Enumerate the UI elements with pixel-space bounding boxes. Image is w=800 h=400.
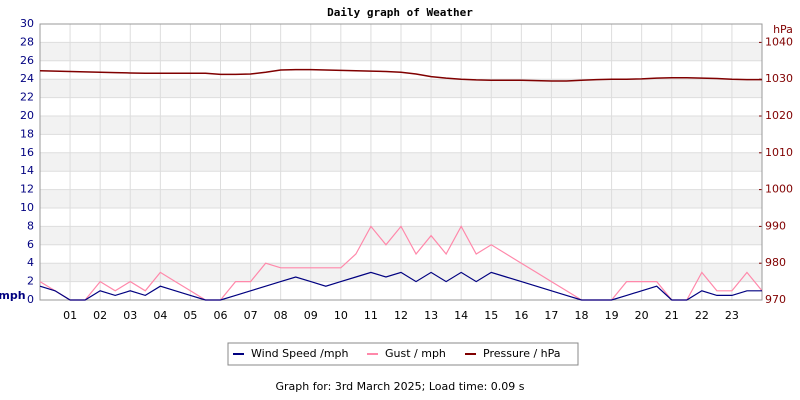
x-tick-label: 02 (93, 309, 107, 322)
y2-tick-label: 1020 (765, 109, 793, 122)
x-tick-label: 22 (695, 309, 709, 322)
plot-area (40, 23, 762, 301)
x-tick-label: 19 (605, 309, 619, 322)
footer: Graph for: 3rd March 2025; Load time: 0.… (275, 380, 524, 393)
x-tick-label: 16 (514, 309, 528, 322)
y2-axis-label: hPa (773, 23, 793, 36)
y-tick-label: 26 (20, 54, 34, 67)
x-tick-label: 06 (214, 309, 228, 322)
y-tick-label: 8 (27, 219, 34, 232)
x-tick-label: 18 (575, 309, 589, 322)
y-tick-label: 28 (20, 35, 34, 48)
y-tick-label: 18 (20, 127, 34, 140)
x-tick-label: 21 (665, 309, 679, 322)
y-tick-label: 16 (20, 146, 34, 159)
x-tick-label: 17 (544, 309, 558, 322)
y-tick-label: 30 (20, 17, 34, 30)
legend-label: Wind Speed /mph (251, 347, 349, 360)
x-tick-label: 07 (244, 309, 258, 322)
series-line (39, 271, 762, 301)
y-tick-label: 20 (20, 109, 34, 122)
x-tick-label: 09 (304, 309, 318, 322)
y-tick-label: 24 (20, 72, 34, 85)
y-tick-label: 22 (20, 91, 34, 104)
y2-tick-label: 970 (765, 293, 786, 306)
x-tick-label: 15 (484, 309, 498, 322)
legend-label: Gust / mph (385, 347, 446, 360)
legend-box (227, 342, 579, 366)
chart-title: Daily graph of Weather (327, 6, 473, 19)
y-tick-label: 4 (27, 256, 34, 269)
y-tick-label: 0 (27, 293, 34, 306)
y-tick-label: 10 (20, 201, 34, 214)
y-tick-label: 2 (27, 275, 34, 288)
x-tick-label: 23 (725, 309, 739, 322)
plot-border (39, 23, 763, 301)
x-tick-label: 04 (153, 309, 167, 322)
y-tick-label: 6 (27, 238, 34, 251)
y2-tick-label: 1000 (765, 183, 793, 196)
x-tick-label: 05 (183, 309, 197, 322)
y2-tick-label: 1030 (765, 72, 793, 85)
x-tick-label: 12 (394, 309, 408, 322)
x-tick-label: 08 (274, 309, 288, 322)
x-tick-label: 10 (334, 309, 348, 322)
y-tick-label: 12 (20, 183, 34, 196)
y-tick-label: 14 (20, 164, 34, 177)
x-tick-label: 14 (454, 309, 468, 322)
y2-tick-label: 1010 (765, 146, 793, 159)
x-tick-label: 03 (123, 309, 137, 322)
legend-label: Pressure / hPa (483, 347, 561, 360)
x-tick-label: 20 (635, 309, 649, 322)
y2-tick-label: 990 (765, 219, 786, 232)
x-tick-label: 01 (63, 309, 77, 322)
x-tick-label: 13 (424, 309, 438, 322)
series-line (39, 68, 762, 82)
y2-tick-label: 1040 (765, 35, 793, 48)
x-tick-label: 11 (364, 309, 378, 322)
y-axis-label: mph (0, 289, 26, 302)
y2-tick-label: 980 (765, 256, 786, 269)
series-line (39, 225, 763, 301)
